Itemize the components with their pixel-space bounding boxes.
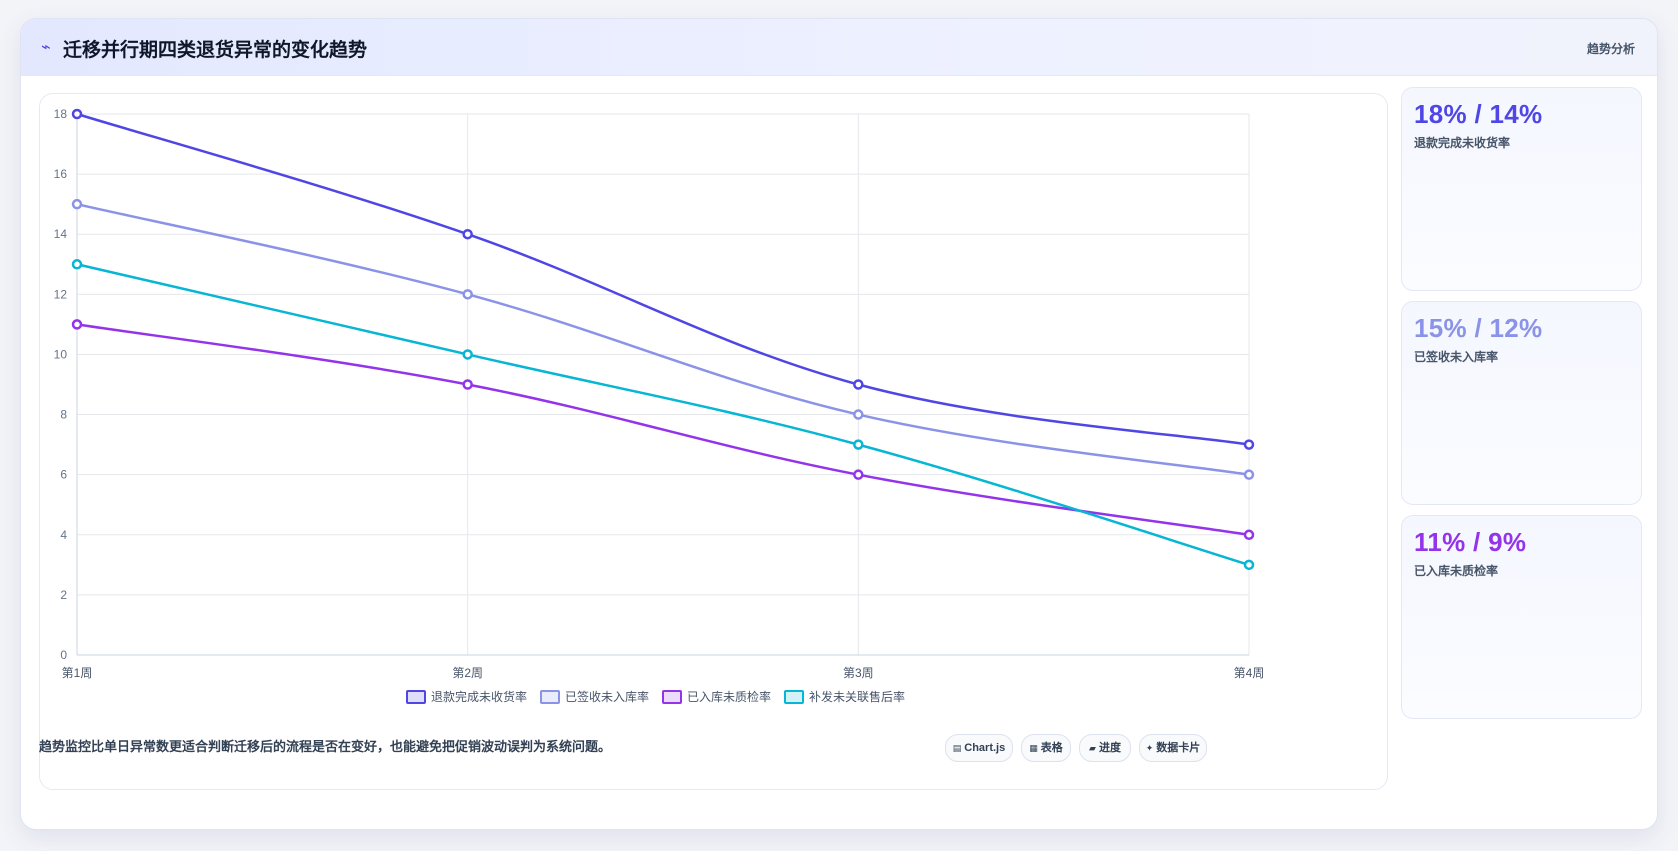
series-line xyxy=(76,263,1250,567)
data-card-icon: ✦ xyxy=(1145,743,1154,753)
series-line xyxy=(76,202,1250,476)
y-tick-label: 8 xyxy=(60,408,67,422)
trend-line-icon: ⌁ xyxy=(41,39,51,56)
card-title: 迁移并行期四类退货异常的变化趋势 xyxy=(63,40,368,61)
data-point xyxy=(1243,439,1255,450)
data-point xyxy=(71,198,83,210)
legend-label: 补发未关联售后率 xyxy=(809,689,905,704)
data-point xyxy=(853,409,864,420)
stat-card-stocked-not-inspected: 11% / 9% 已入库未质检率 xyxy=(1401,515,1642,719)
legend-swatch xyxy=(784,690,804,704)
x-tick-label: 第2周 xyxy=(452,666,483,680)
stat-card-refund-unreceived: 18% / 14% 退款完成未收货率 xyxy=(1401,87,1642,291)
chip-label: Chart.js xyxy=(964,742,1006,754)
data-point xyxy=(853,469,864,480)
progress-icon: ▰ xyxy=(1089,743,1096,753)
chip-label: 数据卡片 xyxy=(1156,742,1201,754)
x-tick-label: 第4周 xyxy=(1234,666,1265,680)
chip-label: 进度 xyxy=(1098,742,1121,754)
stat-value: 18% / 14% xyxy=(1414,99,1543,129)
legend-label: 退款完成未收货率 xyxy=(431,689,527,704)
y-tick-label: 14 xyxy=(54,227,68,241)
data-point xyxy=(462,228,473,240)
x-tick-label: 第3周 xyxy=(843,666,874,680)
stat-value: 15% / 12% xyxy=(1414,313,1543,343)
legend-label: 已入库未质检率 xyxy=(687,689,771,704)
legend-swatch xyxy=(406,690,426,704)
data-point xyxy=(71,319,83,330)
series-line xyxy=(76,112,1250,446)
chart-icon: ▤ xyxy=(952,743,962,753)
data-point xyxy=(462,289,473,300)
y-tick-label: 12 xyxy=(54,287,68,301)
trend-analysis-tag: 趋势分析 xyxy=(1586,42,1635,56)
chip-table[interactable]: ▦ 表格 xyxy=(1021,734,1071,762)
legend-swatch xyxy=(662,690,682,704)
chip-chartjs[interactable]: ▤ Chart.js xyxy=(945,734,1013,762)
y-tick-label: 0 xyxy=(60,648,67,662)
y-tick-label: 10 xyxy=(54,347,68,361)
chip-data-card[interactable]: ✦ 数据卡片 xyxy=(1139,734,1207,762)
stat-card-signed-not-stocked: 15% / 12% 已签收未入库率 xyxy=(1401,301,1642,505)
stat-label: 已签收未入库率 xyxy=(1414,350,1499,364)
y-tick-label: 4 xyxy=(60,528,67,542)
y-tick-label: 6 xyxy=(60,468,67,482)
card-header: ⌁ 迁移并行期四类退货异常的变化趋势 趋势分析 xyxy=(21,19,1657,76)
data-point xyxy=(1243,529,1255,541)
y-tick-label: 18 xyxy=(54,107,68,121)
data-point xyxy=(462,349,473,360)
footer-note: 趋势监控比单日异常数更适合判断迁移后的流程是否在变好，也能避免把促销波动误判为系… xyxy=(39,739,612,754)
x-tick-label: 第1周 xyxy=(62,666,93,680)
line-chart: 0 2 4 6 8 10 12 14 16 18 第1周 第2周 第3周 第4周退款完成未收货率 已签收未入… xyxy=(39,93,1388,790)
chart-card: ⌁ 迁移并行期四类退货异常的变化趋势 趋势分析 0 2 4 6 8 10 12 14 16 18 第… xyxy=(20,18,1658,830)
data-point xyxy=(462,379,473,390)
data-point xyxy=(853,379,864,390)
data-point xyxy=(71,108,83,120)
data-point xyxy=(853,439,864,450)
y-tick-label: 16 xyxy=(54,167,68,181)
stat-value: 11% / 9% xyxy=(1414,527,1527,557)
stat-label: 已入库未质检率 xyxy=(1414,564,1499,578)
legend-swatch xyxy=(540,690,560,704)
chip-label: 表格 xyxy=(1040,742,1063,754)
legend-label: 已签收未入库率 xyxy=(565,689,649,704)
table-icon: ▦ xyxy=(1029,743,1038,753)
y-tick-label: 2 xyxy=(60,588,67,602)
chip-progress[interactable]: ▰ 进度 xyxy=(1079,734,1131,762)
data-point xyxy=(71,259,83,270)
stat-label: 退款完成未收货率 xyxy=(1414,136,1511,150)
data-point xyxy=(1243,469,1255,480)
data-point xyxy=(1243,559,1255,571)
